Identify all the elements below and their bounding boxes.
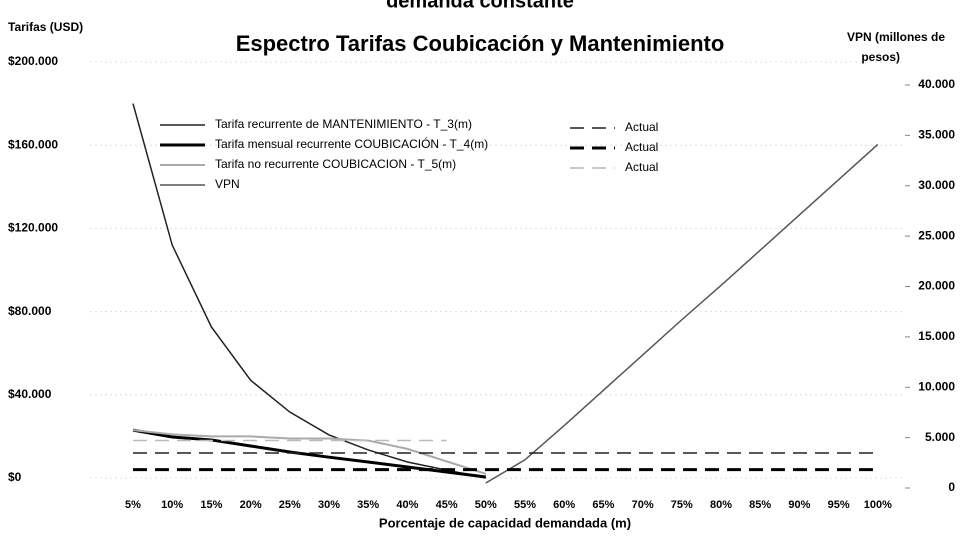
x-tick-label: 80% <box>710 499 732 511</box>
y2-tick-label: 35.000 <box>918 128 955 142</box>
x-tick-label: 85% <box>749 499 771 511</box>
top-title: demanda constante <box>386 0 574 12</box>
x-tick-label: 35% <box>357 499 379 511</box>
x-tick-label: 40% <box>396 499 418 511</box>
legend-label: Tarifa recurrente de MANTENIMIENTO - T_3… <box>215 117 472 131</box>
legend-label: VPN <box>215 177 240 191</box>
chart-title: Espectro Tarifas Coubicación y Mantenimi… <box>236 31 725 56</box>
x-tick-label: 15% <box>200 499 222 511</box>
x-tick-label: 50% <box>475 499 497 511</box>
x-tick-label: 55% <box>514 499 536 511</box>
x-tick-label: 90% <box>788 499 810 511</box>
y-tick-label: $160.000 <box>8 137 58 151</box>
y-tick-label: $40.000 <box>8 387 52 401</box>
x-tick-label: 60% <box>553 499 575 511</box>
x-tick-label: 45% <box>436 499 458 511</box>
x-tick-label: 30% <box>318 499 340 511</box>
y2-axis-label: pesos) <box>861 50 900 64</box>
y-tick-label: $120.000 <box>8 221 58 235</box>
y2-tick-label: 20.000 <box>918 279 955 293</box>
y-tick-label: $0 <box>8 470 22 484</box>
y2-tick-label: 30.000 <box>918 178 955 192</box>
y2-tick-label: 40.000 <box>918 77 955 91</box>
y2-axis-label: VPN (millones de <box>847 30 945 44</box>
series-line <box>485 143 879 484</box>
x-tick-label: 100% <box>864 499 892 511</box>
y2-tick-label: 0 <box>948 480 955 494</box>
x-tick-label: 65% <box>592 499 614 511</box>
y2-tick-label: 10.000 <box>918 379 955 393</box>
x-tick-label: 70% <box>632 499 654 511</box>
x-tick-label: 20% <box>240 499 262 511</box>
series-line <box>132 103 486 479</box>
legend-label: Tarifa no recurrente COUBICACION - T_5(m… <box>215 157 456 171</box>
x-tick-label: 5% <box>125 499 141 511</box>
legend-label: Tarifa mensual recurrente COUBICACIÓN - … <box>215 136 488 151</box>
y-tick-label: $200.000 <box>8 54 58 68</box>
y2-tick-label: 5.000 <box>925 430 955 444</box>
legend-label: Actual <box>625 160 658 174</box>
x-tick-label: 25% <box>279 499 301 511</box>
y-tick-label: $80.000 <box>8 304 52 318</box>
x-tick-label: 95% <box>828 499 850 511</box>
x-tick-label: 75% <box>671 499 693 511</box>
series-line <box>132 429 487 475</box>
y-axis-label: Tarifas (USD) <box>8 20 83 34</box>
x-tick-label: 10% <box>161 499 183 511</box>
y2-tick-label: 15.000 <box>918 329 955 343</box>
legend-label: Actual <box>625 140 658 154</box>
x-axis-label: Porcentaje de capacidad demandada (m) <box>379 515 631 530</box>
y2-tick-label: 25.000 <box>918 228 955 242</box>
legend-label: Actual <box>625 120 658 134</box>
